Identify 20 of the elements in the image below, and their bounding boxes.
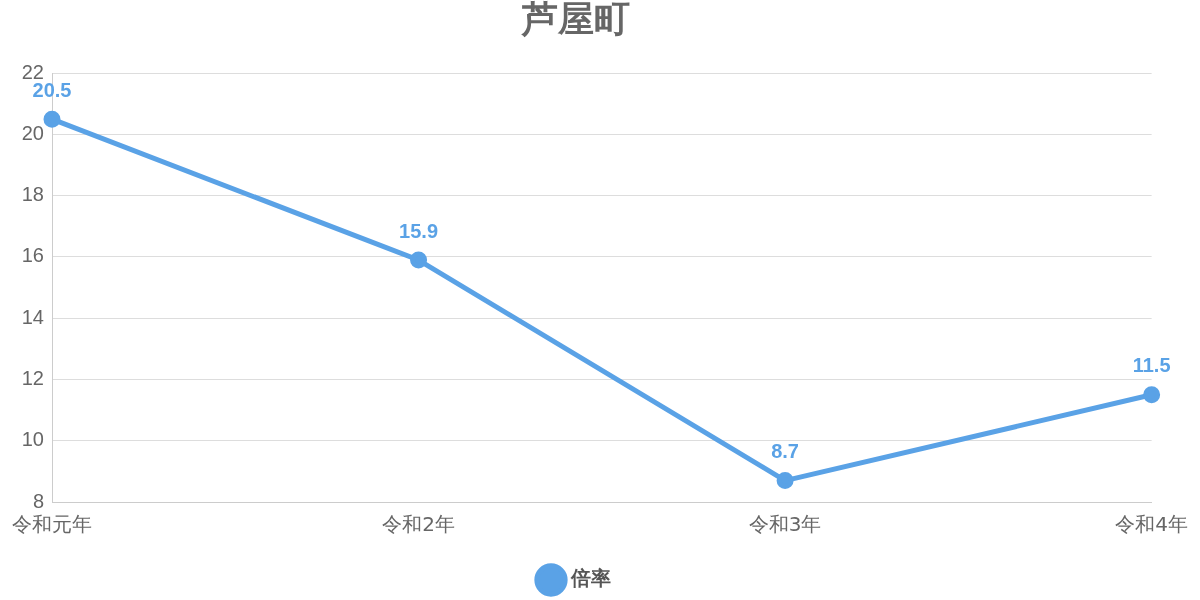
point xyxy=(410,251,428,269)
data-label: 11.5 xyxy=(1132,354,1171,377)
x-tick-label: 令和元年 xyxy=(12,512,92,537)
point xyxy=(1143,386,1161,404)
data-label: 15.9 xyxy=(399,219,439,242)
x-tick-label: 令和4年 xyxy=(1115,512,1188,537)
legend-label: 倍率 xyxy=(570,566,611,591)
y-tick-label: 12 xyxy=(21,367,44,389)
point xyxy=(776,472,794,490)
y-tick-label: 18 xyxy=(21,183,44,206)
data-label: 8.7 xyxy=(771,440,799,463)
y-tick-label: 20 xyxy=(21,121,44,144)
point xyxy=(43,110,61,128)
x-tick-label: 令和3年 xyxy=(748,512,822,537)
x-tick-label: 令和2年 xyxy=(382,512,455,537)
chart-title: 芦屋町 xyxy=(521,0,630,39)
y-tick-label: 10 xyxy=(21,428,44,451)
y-tick-label: 16 xyxy=(21,244,44,267)
y-tick-label: 8 xyxy=(32,489,44,512)
y-tick-label: 14 xyxy=(21,305,44,328)
